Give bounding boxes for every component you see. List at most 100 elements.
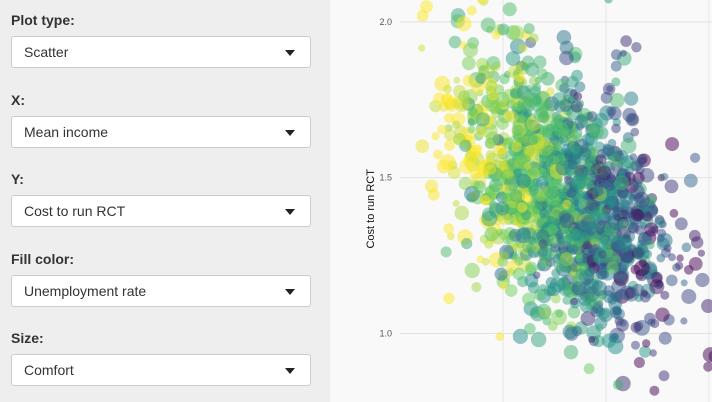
scatter-point: [504, 284, 518, 297]
size-select[interactable]: Comfort: [11, 354, 311, 386]
scatter-point: [488, 178, 503, 193]
scatter-point: [419, 0, 433, 14]
scatter-point: [438, 101, 449, 112]
scatter-point: [506, 110, 519, 123]
scatter-point: [560, 235, 572, 247]
scatter-point: [531, 204, 542, 215]
x-axis-select[interactable]: Mean income: [11, 116, 311, 148]
scatter-point: [632, 178, 643, 188]
scatter-point: [595, 323, 604, 332]
scatter-point: [567, 305, 581, 319]
scatter-point: [482, 157, 495, 170]
scatter-point: [532, 177, 542, 188]
scatter-point: [669, 208, 679, 218]
scatter-point: [486, 56, 501, 71]
scatter-point: [504, 169, 514, 179]
scatter-point: [675, 261, 684, 270]
scatter-point: [485, 80, 498, 93]
scatter-point: [458, 90, 471, 103]
scatter-point: [415, 139, 430, 153]
scatter-point: [531, 243, 541, 253]
scatter-point: [533, 107, 549, 123]
y-tick-label: 1.0: [379, 328, 392, 338]
scatter-point: [475, 112, 490, 127]
scatter-point: [467, 125, 476, 134]
scatter-point: [468, 145, 482, 158]
scatter-point: [528, 33, 539, 44]
scatter-point: [512, 267, 526, 281]
scatter-point: [527, 134, 538, 146]
y-axis-title: Cost to run RCT: [365, 169, 377, 249]
scatter-point: [535, 303, 552, 320]
scatter-point: [491, 30, 501, 40]
scatter-point: [642, 211, 653, 222]
caret-down-icon: [285, 130, 295, 136]
scatter-point: [528, 184, 539, 196]
scatter-point: [654, 216, 666, 229]
scatter-point: [634, 157, 645, 168]
scatter-point: [509, 25, 525, 41]
scatter-point: [619, 191, 634, 206]
scatter-point: [466, 5, 477, 16]
scatter-point: [532, 83, 541, 93]
scatter-point: [702, 347, 712, 363]
scatter-point: [624, 254, 633, 264]
scatter-point: [510, 88, 521, 100]
scatter-point: [668, 253, 676, 262]
scatter-point: [518, 43, 528, 53]
scatter-point: [583, 167, 597, 181]
scatter-point: [485, 139, 495, 149]
scatter-point: [525, 261, 538, 275]
caret-down-icon: [285, 209, 295, 215]
fill-color-select[interactable]: Unemployment rate: [11, 275, 311, 307]
scatter-point: [569, 89, 577, 97]
scatter-point: [571, 145, 581, 155]
scatter-point: [633, 357, 645, 368]
scatter-point: [533, 271, 541, 279]
scatter-point: [562, 324, 578, 340]
scatter-point: [478, 65, 489, 77]
scatter-point: [601, 333, 617, 348]
scatter-point: [476, 0, 488, 4]
scatter-point: [633, 245, 650, 261]
scatter-point: [424, 179, 439, 193]
scatter-point: [580, 311, 596, 326]
scatter-point: [431, 132, 440, 141]
scatter-point: [546, 223, 558, 235]
scatter-point: [495, 201, 510, 216]
plot-type-select[interactable]: Scatter: [11, 36, 311, 68]
scatter-point: [485, 97, 501, 113]
scatter-point: [655, 307, 670, 322]
scatter-point: [546, 87, 555, 96]
scatter-point: [676, 254, 684, 262]
scatter-point: [633, 191, 650, 208]
scatter-point: [467, 106, 478, 117]
scatter-point: [499, 281, 508, 291]
scatter-point: [584, 267, 594, 278]
scatter-point: [533, 55, 547, 69]
scatter-point: [589, 124, 604, 140]
scatter-point: [461, 238, 473, 250]
scatter-point: [571, 281, 586, 296]
scatter-point: [444, 139, 456, 151]
scatter-point: [600, 232, 609, 241]
scatter-point: [481, 210, 498, 227]
scatter-point: [639, 345, 652, 358]
scatter-point: [602, 82, 616, 96]
size-value: Comfort: [24, 362, 74, 378]
scatter-point: [444, 113, 455, 124]
scatter-point: [688, 229, 701, 242]
scatter-point: [440, 246, 452, 258]
y-axis-select[interactable]: Cost to run RCT: [11, 195, 311, 227]
scatter-point: [599, 308, 610, 319]
scatter-point: [612, 239, 626, 253]
scatter-point: [658, 331, 672, 345]
scatter-point: [656, 253, 666, 263]
scatter-point: [571, 228, 581, 238]
scatter-point: [647, 318, 656, 327]
scatter-point: [631, 283, 645, 297]
scatter-point: [690, 152, 701, 163]
scatter-point: [496, 117, 509, 130]
scatter-point: [480, 195, 491, 206]
scatter-point: [499, 251, 509, 261]
